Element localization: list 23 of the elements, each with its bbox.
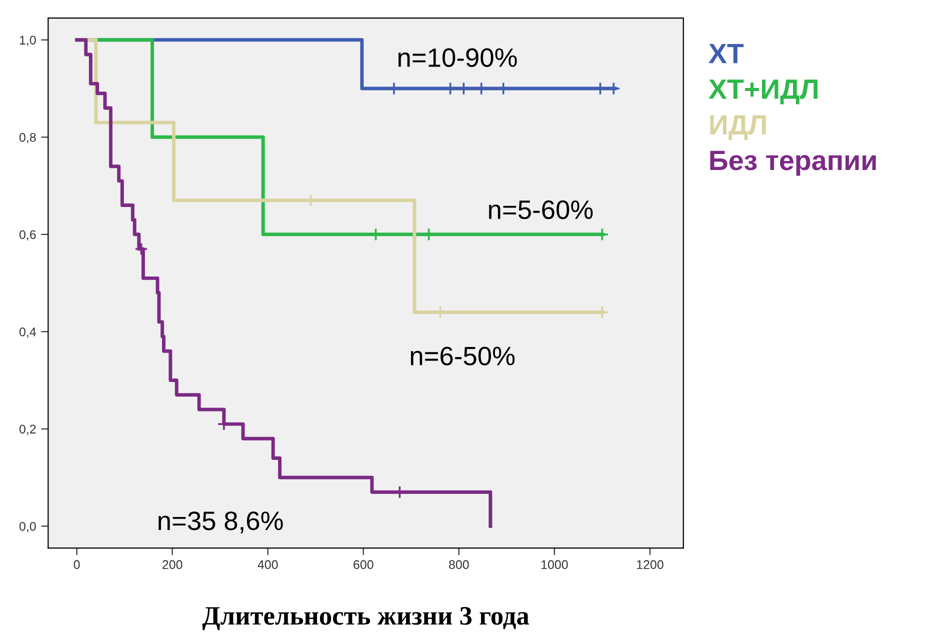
annotation: n=6-50% bbox=[410, 346, 515, 366]
y-tick-label: 0,8 bbox=[19, 132, 36, 144]
text: ИДЛ bbox=[710, 115, 766, 140]
text: Без терапии bbox=[710, 150, 876, 176]
x-tick-label: 200 bbox=[162, 560, 182, 570]
x-tick-label: 1200 bbox=[637, 560, 664, 570]
x-axis-title: Длительность жизни 3 года bbox=[202, 607, 529, 630]
annotation: n=35 8,6% bbox=[158, 512, 283, 534]
y-tick-label: 0,0 bbox=[19, 522, 36, 532]
text: ХТ+ИДЛ bbox=[708, 80, 818, 104]
y-tick-label: 1,0 bbox=[20, 36, 36, 46]
x-tick-label: 400 bbox=[258, 560, 278, 570]
y-tick-label: 0,4 bbox=[19, 327, 36, 338]
y-tick-label: 0,2 bbox=[19, 424, 36, 436]
annotation: n=10-90% bbox=[398, 48, 517, 67]
x-tick-label: 1000 bbox=[541, 560, 568, 570]
x-tick-label: 0 bbox=[74, 560, 80, 570]
annotation: n=5-60% bbox=[489, 200, 593, 220]
text: ХТ bbox=[708, 44, 744, 64]
x-tick-label: 600 bbox=[354, 560, 374, 570]
x-tick-label: 800 bbox=[449, 560, 469, 570]
point bbox=[134, 242, 148, 256]
y-tick-label: 0,6 bbox=[19, 230, 36, 241]
